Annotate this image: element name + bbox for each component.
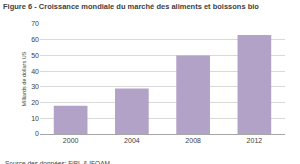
svg-text:2004: 2004 bbox=[124, 137, 140, 144]
svg-text:Source des données: FiBL & IFO: Source des données: FiBL & IFOAM. bbox=[5, 160, 112, 164]
svg-text:Figure 6 - Croissance mondiale: Figure 6 - Croissance mondiale du marché… bbox=[3, 2, 259, 11]
svg-text:40: 40 bbox=[31, 68, 39, 75]
svg-text:0: 0 bbox=[35, 130, 39, 137]
svg-text:10: 10 bbox=[31, 115, 39, 122]
svg-text:20: 20 bbox=[31, 99, 39, 106]
svg-text:30: 30 bbox=[31, 83, 39, 90]
svg-text:2000: 2000 bbox=[63, 137, 79, 144]
svg-text:Milliards de dollars US: Milliards de dollars US bbox=[21, 51, 27, 106]
svg-text:70: 70 bbox=[31, 20, 39, 27]
svg-text:60: 60 bbox=[31, 36, 39, 43]
svg-text:2012: 2012 bbox=[247, 137, 263, 144]
svg-text:2008: 2008 bbox=[185, 137, 201, 144]
svg-text:50: 50 bbox=[31, 52, 39, 59]
